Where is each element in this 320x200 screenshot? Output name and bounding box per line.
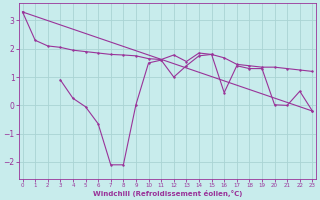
X-axis label: Windchill (Refroidissement éolien,°C): Windchill (Refroidissement éolien,°C) [93, 190, 242, 197]
